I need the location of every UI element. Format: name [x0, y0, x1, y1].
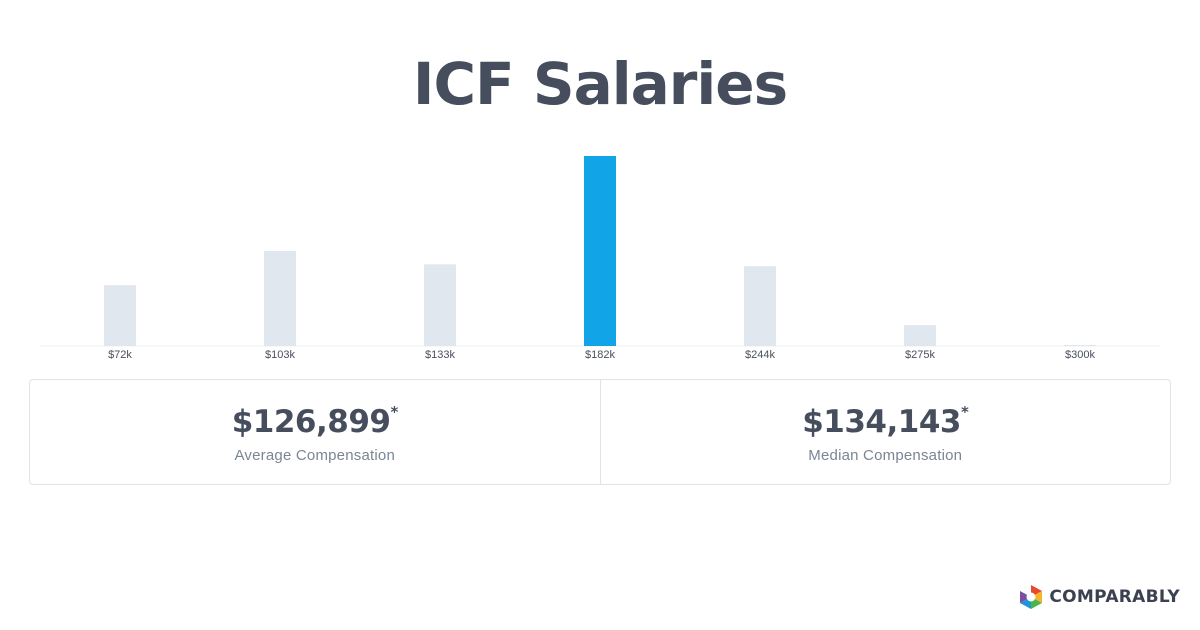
brand-logo[interactable]: COMPARABLY [1018, 584, 1180, 610]
median-compensation-card: $134,143* Median Compensation [599, 380, 1171, 484]
average-compensation-label: Average Compensation [234, 446, 395, 464]
x-tick-label-6: $300k [1065, 349, 1095, 361]
bar-4 [744, 266, 776, 346]
x-tick-label-5: $275k [905, 349, 935, 361]
bar-2 [424, 264, 456, 346]
bar-1 [264, 251, 296, 346]
bar-3 [584, 156, 616, 346]
x-tick-label-2: $133k [425, 349, 455, 361]
x-tick-label-3: $182k [585, 349, 615, 361]
average-footnote-marker: * [390, 402, 398, 421]
average-compensation-card: $126,899* Average Compensation [30, 380, 600, 484]
average-compensation-value: $126,899* [231, 403, 399, 440]
comparably-logo-icon [1020, 585, 1043, 609]
brand-name: COMPARABLY [1049, 587, 1180, 607]
median-compensation-value: $134,143* [802, 403, 969, 440]
median-value-text: $134,143 [802, 403, 961, 440]
median-compensation-label: Median Compensation [808, 446, 963, 464]
compensation-summary: $126,899* Average Compensation $134,143*… [29, 379, 1171, 485]
bar-0 [104, 285, 136, 346]
x-tick-label-4: $244k [745, 349, 775, 361]
x-tick-label-1: $103k [265, 349, 295, 361]
page-title: ICF Salaries [412, 50, 788, 118]
bar-5 [904, 325, 936, 346]
salary-distribution-chart: $72k $103k $133k $182k $244k $275k $300k [40, 156, 1160, 361]
median-footnote-marker: * [960, 402, 969, 421]
x-tick-label-0: $72k [108, 349, 132, 361]
average-value-text: $126,899 [231, 403, 391, 440]
bar-6 [1064, 345, 1096, 346]
